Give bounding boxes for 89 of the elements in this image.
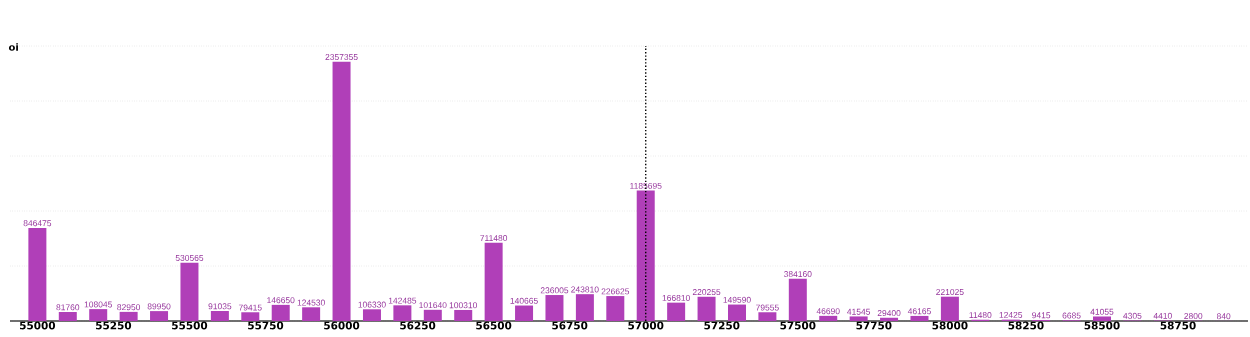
x-tick-label: 57500 [780, 321, 816, 330]
bar [667, 302, 686, 321]
bar [515, 305, 534, 321]
x-tick-label: 56250 [400, 321, 436, 330]
data-label: 41545 [847, 308, 871, 315]
data-label: 79415 [238, 304, 262, 311]
data-label: 11480 [969, 312, 992, 319]
data-label: 221025 [936, 289, 964, 295]
bar [210, 310, 229, 321]
x-tick-label: 57000 [628, 321, 664, 330]
x-tick-label: 55000 [19, 321, 56, 330]
data-label: 124530 [297, 299, 325, 306]
bar [180, 262, 199, 321]
x-tick-label: 58750 [1160, 321, 1196, 330]
data-label: 12425 [999, 311, 1023, 318]
data-label: 79555 [756, 304, 779, 311]
data-label: 41055 [1090, 308, 1114, 315]
data-label: 220255 [692, 289, 721, 296]
data-label: 840 [1216, 313, 1231, 320]
data-label: 100310 [449, 302, 478, 309]
data-label: 384160 [784, 271, 812, 278]
x-tick-label: 57250 [704, 321, 740, 330]
x-tick-label: 56500 [476, 321, 512, 330]
data-label: 106330 [358, 301, 386, 308]
bar [484, 242, 503, 321]
data-label: 46690 [816, 308, 840, 315]
x-tick-label: 55250 [96, 321, 132, 330]
bar [150, 311, 169, 321]
bar [545, 295, 564, 321]
data-label: 91035 [208, 303, 232, 310]
bar [58, 312, 77, 321]
data-label: 236005 [540, 287, 569, 294]
data-label: 226625 [601, 288, 630, 295]
data-label: 4305 [1123, 312, 1142, 319]
bar [1092, 316, 1111, 321]
data-label: 2800 [1184, 313, 1203, 319]
data-label: 2357355 [325, 54, 358, 60]
bar [697, 296, 716, 321]
data-label: 29400 [877, 310, 901, 317]
bar [454, 309, 473, 321]
data-label: 149590 [723, 296, 751, 303]
data-label: 1185695 [630, 182, 662, 189]
data-label: 6685 [1062, 312, 1081, 319]
x-tick-label: 56000 [324, 321, 360, 330]
bar [332, 61, 351, 321]
bar [849, 316, 868, 321]
x-tick-label: 58000 [932, 321, 968, 330]
bar [940, 296, 959, 321]
data-label: 81760 [56, 304, 80, 311]
bar [89, 309, 108, 321]
data-label: 9415 [1032, 312, 1051, 319]
data-label: 101640 [419, 302, 447, 309]
bar [819, 315, 838, 321]
x-tick-label: 56750 [552, 321, 588, 330]
bar [727, 304, 746, 321]
bar [758, 312, 777, 321]
x-tick-label: 55500 [172, 321, 208, 330]
data-label: 166810 [662, 294, 690, 301]
data-label: 140665 [510, 297, 538, 304]
bar [575, 294, 594, 321]
data-label: 146650 [267, 297, 295, 304]
data-label: 108045 [84, 301, 112, 308]
bar [271, 304, 290, 321]
data-label: 142485 [388, 297, 417, 304]
bar [302, 307, 321, 321]
bar [606, 296, 625, 321]
data-label: 82950 [117, 304, 141, 311]
bar [636, 190, 655, 321]
data-label: 243810 [571, 286, 599, 293]
bar [788, 278, 807, 321]
bar [880, 317, 899, 321]
x-tick-label: 55750 [248, 321, 284, 330]
data-label: 46165 [907, 308, 931, 315]
x-tick-label: 58500 [1084, 321, 1120, 330]
data-label: 4410 [1153, 312, 1172, 319]
bar [28, 227, 47, 321]
data-label: 846475 [23, 220, 52, 227]
data-label: 530565 [175, 254, 204, 261]
bar [241, 312, 260, 321]
data-label: 711480 [480, 235, 508, 242]
data-label: 89950 [147, 303, 171, 310]
bar [393, 305, 412, 321]
bar [119, 311, 138, 321]
x-tick-label: 57750 [856, 321, 892, 330]
x-tick-label: 58250 [1008, 321, 1044, 330]
bar [423, 309, 442, 321]
bar [910, 315, 929, 321]
bar [362, 309, 381, 321]
y-axis-title: oi [8, 43, 18, 51]
